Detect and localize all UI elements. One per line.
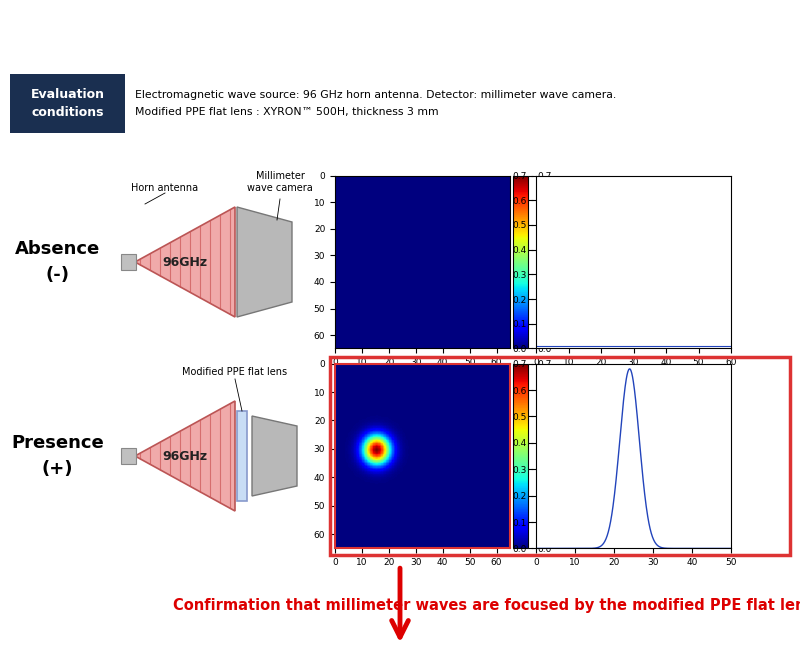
Text: Millimeter waves from a horn antenna are received by
a millimeter wave camera fo: Millimeter waves from a horn antenna are… <box>154 21 646 59</box>
Bar <box>237 411 247 501</box>
Polygon shape <box>252 416 297 496</box>
Text: Evaluation
conditions: Evaluation conditions <box>30 88 105 119</box>
Text: Intensity distribution observed by millimeter wave camera: Intensity distribution observed by milli… <box>386 146 734 156</box>
Text: Diagram of evaluation system: Diagram of evaluation system <box>124 146 311 156</box>
Polygon shape <box>135 207 235 317</box>
Text: Presence
(+): Presence (+) <box>11 434 104 477</box>
Text: Millimeter
wave camera: Millimeter wave camera <box>247 170 313 193</box>
Bar <box>10 74 125 133</box>
Text: 96GHz: 96GHz <box>162 449 207 463</box>
Bar <box>121 254 136 270</box>
Text: Modified PPE flat lens : XYRON™ 500H, thickness 3 mm: Modified PPE flat lens : XYRON™ 500H, th… <box>135 106 438 117</box>
Text: Absence
(-): Absence (-) <box>15 240 100 284</box>
Text: Flat lens: Flat lens <box>30 146 84 156</box>
Polygon shape <box>135 401 235 511</box>
Text: Modified PPE flat lens: Modified PPE flat lens <box>182 367 287 377</box>
Text: 96GHz: 96GHz <box>162 255 207 269</box>
Text: Confirmation that millimeter waves are focused by the modified PPE flat lens: Confirmation that millimeter waves are f… <box>173 599 800 613</box>
Bar <box>121 448 136 464</box>
Text: Horn antenna: Horn antenna <box>131 183 198 193</box>
Text: Electromagnetic wave source: 96 GHz horn antenna. Detector: millimeter wave came: Electromagnetic wave source: 96 GHz horn… <box>135 90 616 100</box>
Polygon shape <box>237 207 292 317</box>
